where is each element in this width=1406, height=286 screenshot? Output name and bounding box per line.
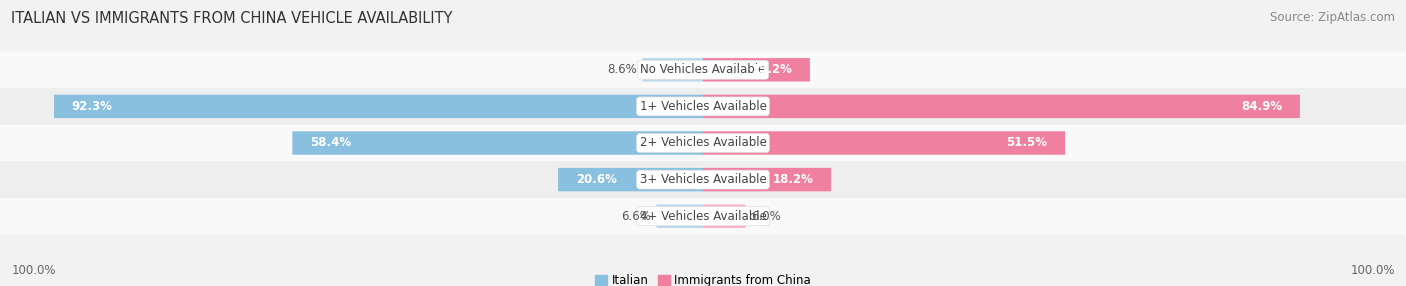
Text: 58.4%: 58.4% [309, 136, 352, 150]
Text: 20.6%: 20.6% [576, 173, 617, 186]
FancyBboxPatch shape [292, 131, 703, 155]
FancyBboxPatch shape [703, 131, 1066, 155]
FancyBboxPatch shape [703, 204, 745, 228]
FancyBboxPatch shape [0, 125, 1406, 161]
Text: 100.0%: 100.0% [1350, 265, 1395, 277]
FancyBboxPatch shape [558, 168, 703, 191]
Text: Source: ZipAtlas.com: Source: ZipAtlas.com [1270, 11, 1395, 24]
Text: 3+ Vehicles Available: 3+ Vehicles Available [640, 173, 766, 186]
FancyBboxPatch shape [0, 198, 1406, 235]
Text: 18.2%: 18.2% [772, 173, 813, 186]
Text: No Vehicles Available: No Vehicles Available [640, 63, 766, 76]
Text: 15.2%: 15.2% [751, 63, 793, 76]
FancyBboxPatch shape [0, 161, 1406, 198]
FancyBboxPatch shape [0, 88, 1406, 125]
Text: 51.5%: 51.5% [1007, 136, 1047, 150]
FancyBboxPatch shape [703, 168, 831, 191]
Text: 1+ Vehicles Available: 1+ Vehicles Available [640, 100, 766, 113]
FancyBboxPatch shape [703, 95, 1301, 118]
Text: 8.6%: 8.6% [607, 63, 637, 76]
Text: 92.3%: 92.3% [72, 100, 112, 113]
Text: 4+ Vehicles Available: 4+ Vehicles Available [640, 210, 766, 223]
Text: 6.6%: 6.6% [621, 210, 651, 223]
Text: 100.0%: 100.0% [11, 265, 56, 277]
FancyBboxPatch shape [657, 204, 703, 228]
FancyBboxPatch shape [53, 95, 703, 118]
Text: 2+ Vehicles Available: 2+ Vehicles Available [640, 136, 766, 150]
Text: 6.0%: 6.0% [751, 210, 780, 223]
Text: 84.9%: 84.9% [1241, 100, 1282, 113]
FancyBboxPatch shape [703, 58, 810, 82]
FancyBboxPatch shape [0, 51, 1406, 88]
Legend: Italian, Immigrants from China: Italian, Immigrants from China [595, 274, 811, 286]
FancyBboxPatch shape [643, 58, 703, 82]
Text: ITALIAN VS IMMIGRANTS FROM CHINA VEHICLE AVAILABILITY: ITALIAN VS IMMIGRANTS FROM CHINA VEHICLE… [11, 11, 453, 26]
